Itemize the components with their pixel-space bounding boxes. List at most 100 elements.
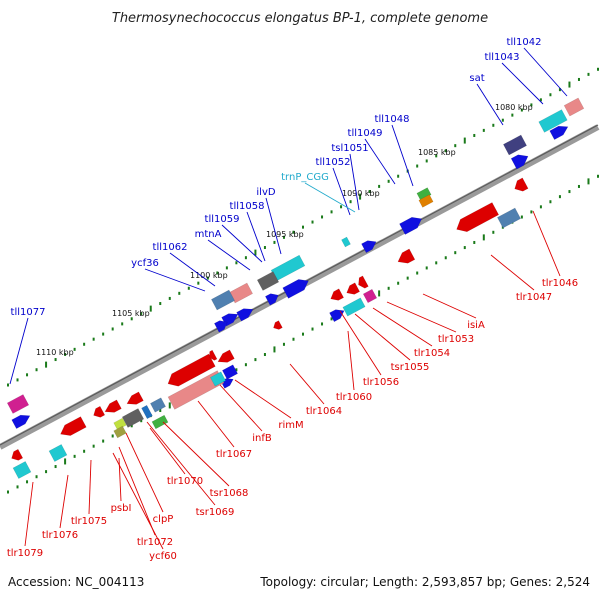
gene-label-tlr1046[interactable]: tlr1046 [542,278,578,289]
minor-tick [187,286,190,290]
gene-feature[interactable] [236,305,256,322]
gene-feature[interactable] [272,320,283,332]
gene-feature[interactable] [207,349,218,362]
gene-feature[interactable] [58,416,87,440]
gene-feature[interactable] [48,444,68,462]
gene-label-tll1059[interactable]: tll1059 [205,214,240,225]
gene-feature[interactable] [216,349,235,366]
leader-line [364,138,396,185]
minor-tick [330,317,333,321]
gene-feature[interactable] [503,134,527,156]
gene-label-tlr1047[interactable]: tlr1047 [516,292,552,303]
gene-feature[interactable] [512,177,529,194]
gene-label-tlr1067[interactable]: tlr1067 [216,449,252,460]
gene-feature[interactable] [91,405,106,420]
gene-feature[interactable] [510,151,531,170]
gene-label-clpp[interactable]: clpP [153,514,174,525]
gene-feature[interactable] [211,289,235,311]
minor-tick [454,251,457,255]
gene-label-ycf60[interactable]: ycf60 [149,551,177,562]
gene-feature[interactable] [342,297,366,317]
gene-label-psbi[interactable]: psbI [111,503,132,514]
gene-label-tlr1070[interactable]: tlr1070 [167,476,203,487]
gene-feature[interactable] [113,425,127,439]
gene-label-tlr1075[interactable]: tlr1075 [71,516,107,527]
gene-feature[interactable] [165,353,216,390]
gene-feature[interactable] [344,282,360,297]
gene-label-tll1062[interactable]: tll1062 [153,242,188,253]
gene-label-tll1049[interactable]: tll1049 [348,128,383,139]
gene-feature[interactable] [150,397,166,413]
gene-label-sat[interactable]: sat [469,73,484,84]
gene-label-tll1043[interactable]: tll1043 [485,52,520,63]
gene-label-tlr1056[interactable]: tlr1056 [363,377,399,388]
gene-feature[interactable] [256,271,280,291]
gene-feature[interactable] [416,187,432,201]
minor-tick [92,444,95,448]
gene-feature[interactable] [9,448,24,463]
gene-label-tsr1069[interactable]: tsr1069 [196,507,235,518]
gene-feature[interactable] [549,122,571,140]
gene-feature[interactable] [214,318,229,333]
gene-feature[interactable] [125,391,144,408]
gene-feature[interactable] [395,248,416,267]
minor-tick [501,118,504,122]
gene-label-tsl1051[interactable]: tsl1051 [331,143,368,154]
minor-tick [349,200,352,204]
gene-feature[interactable] [167,370,225,410]
minor-tick [159,409,162,413]
gene-feature[interactable] [141,404,153,420]
minor-tick [26,480,29,484]
gene-feature[interactable] [12,461,32,479]
gene-feature[interactable] [362,288,378,304]
minor-tick [140,419,143,423]
minor-tick [444,149,447,153]
gene-label-tll1058[interactable]: tll1058 [230,201,265,212]
gene-feature[interactable] [341,236,351,248]
gene-feature[interactable] [538,109,568,133]
gene-label-tsr1055[interactable]: tsr1055 [391,362,430,373]
gene-feature[interactable] [497,207,521,229]
leader-line [372,307,433,347]
gene-feature[interactable] [11,411,33,429]
gene-label-tlr1060[interactable]: tlr1060 [336,392,372,403]
gene-feature[interactable] [453,202,500,235]
gene-feature[interactable] [418,194,434,208]
gene-label-mtna[interactable]: mtnA [195,229,222,240]
gene-feature[interactable] [6,394,30,414]
gene-feature[interactable] [282,276,312,299]
gene-label-ilvd[interactable]: ilvD [256,187,275,198]
gene-label-tll1042[interactable]: tll1042 [507,37,542,48]
gene-feature[interactable] [121,408,145,428]
gene-feature[interactable] [265,291,280,306]
minor-tick [83,342,86,346]
gene-feature[interactable] [103,399,122,416]
gene-label-tlr1079[interactable]: tlr1079 [7,548,43,559]
gene-label-infb[interactable]: infB [252,433,272,444]
gene-label-trnp-cgg[interactable]: trnP_CGG [281,172,329,183]
gene-label-tlr1076[interactable]: tlr1076 [42,530,78,541]
gene-feature[interactable] [113,417,127,431]
gene-feature[interactable] [361,237,378,254]
gene-label-tlr1064[interactable]: tlr1064 [306,406,342,417]
leader-line [169,252,216,287]
gene-feature[interactable] [399,214,424,235]
scale-label: 1085 kbp [418,148,456,157]
gene-feature[interactable] [356,275,369,290]
gene-feature[interactable] [210,371,226,387]
gene-label-rimm[interactable]: rimM [278,420,303,431]
gene-label-tlr1072[interactable]: tlr1072 [137,537,173,548]
gene-label-tll1077[interactable]: tll1077 [11,307,46,318]
gene-label-tll1048[interactable]: tll1048 [375,114,410,125]
gene-label-tll1052[interactable]: tll1052 [316,157,351,168]
gene-label-tsr1068[interactable]: tsr1068 [210,488,249,499]
gene-feature[interactable] [151,414,169,430]
gene-label-tlr1053[interactable]: tlr1053 [438,334,474,345]
gene-label-ycf36[interactable]: ycf36 [131,258,159,269]
gene-label-isia[interactable]: isiA [467,320,485,331]
gene-feature[interactable] [222,364,238,380]
scale-label: 1100 kbp [190,271,228,280]
gene-feature[interactable] [563,97,585,117]
gene-feature[interactable] [328,288,344,303]
gene-label-tlr1054[interactable]: tlr1054 [414,348,450,359]
